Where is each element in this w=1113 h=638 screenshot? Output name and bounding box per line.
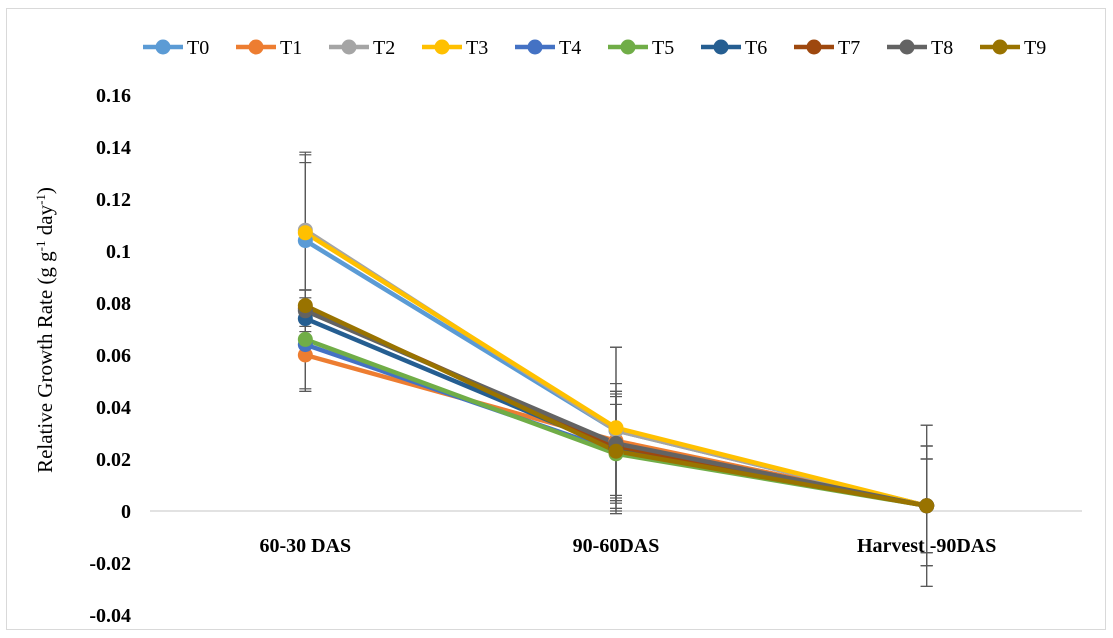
- legend-label: T3: [466, 37, 488, 59]
- y-axis-label: Relative Growth Rate (g g-1 day-1): [33, 187, 58, 473]
- legend-swatch-marker: [806, 39, 822, 55]
- legend-swatch-marker: [713, 39, 729, 55]
- legend-item-T3: T3: [422, 37, 488, 59]
- legend-item-T6: T6: [701, 37, 767, 59]
- y-tick-label: 0.02: [96, 449, 131, 471]
- data-point-T1: [297, 347, 313, 363]
- legend-swatch-marker: [992, 39, 1008, 55]
- legend-item-T7: T7: [794, 37, 860, 59]
- legend-item-T1: T1: [236, 37, 302, 59]
- y-tick-label: -0.02: [89, 553, 131, 575]
- legend-item-T5: T5: [608, 37, 674, 59]
- legend-item-T4: T4: [515, 37, 581, 59]
- legend-swatch-marker: [434, 39, 450, 55]
- legend-label: T6: [745, 37, 767, 59]
- legend-swatch-marker: [620, 39, 636, 55]
- legend-label: T0: [187, 37, 209, 59]
- legend-swatch-marker: [899, 39, 915, 55]
- legend-swatch-marker: [248, 39, 264, 55]
- legend-label: T7: [838, 37, 860, 59]
- y-tick-label: 0.16: [96, 85, 131, 107]
- legend-label: T9: [1024, 37, 1046, 59]
- y-tick-label: 0.06: [96, 345, 131, 367]
- data-point-T5: [297, 331, 313, 347]
- legend-item-T9: T9: [980, 37, 1046, 59]
- legend-item-T0: T0: [143, 37, 209, 59]
- legend-swatch-marker: [527, 39, 543, 55]
- y-tick-label: 0.04: [96, 397, 131, 419]
- y-tick-label: 0.12: [96, 189, 131, 211]
- y-tick-label: -0.04: [89, 605, 131, 627]
- data-point-T9: [919, 498, 935, 514]
- x-tick-label: 90-60DAS: [573, 535, 660, 557]
- legend: T0 T1 T2 T3 T4 T5 T6 T7 T8 T9: [143, 37, 1046, 59]
- legend-swatch-marker: [155, 39, 171, 55]
- legend-item-T8: T8: [887, 37, 953, 59]
- chart-frame: [6, 8, 1106, 630]
- legend-swatch-marker: [341, 39, 357, 55]
- legend-item-T2: T2: [329, 37, 395, 59]
- y-tick-label: 0: [121, 501, 131, 523]
- y-tick-label: 0.14: [96, 137, 131, 159]
- legend-label: T1: [280, 37, 302, 59]
- data-point-T9: [608, 443, 624, 459]
- legend-label: T4: [559, 37, 581, 59]
- data-point-T9: [297, 298, 313, 314]
- y-tick-label: 0.08: [96, 293, 131, 315]
- series-points: [297, 222, 935, 514]
- y-tick-labels: -0.04 -0.02 0 0.02 0.04 0.06 0.08 0.1 0.12 0.14 0.…: [89, 85, 131, 627]
- y-tick-label: 0.1: [106, 241, 131, 263]
- legend-label: T5: [652, 37, 674, 59]
- x-tick-label: 60-30 DAS: [259, 535, 351, 557]
- data-point-T3: [608, 420, 624, 436]
- legend-label: T2: [373, 37, 395, 59]
- error-bars: [299, 151, 933, 588]
- legend-label: T8: [931, 37, 953, 59]
- x-axis: 60-30 DAS 90-60DAS Harvest -90DAS: [150, 510, 1082, 557]
- data-point-T3: [297, 225, 313, 241]
